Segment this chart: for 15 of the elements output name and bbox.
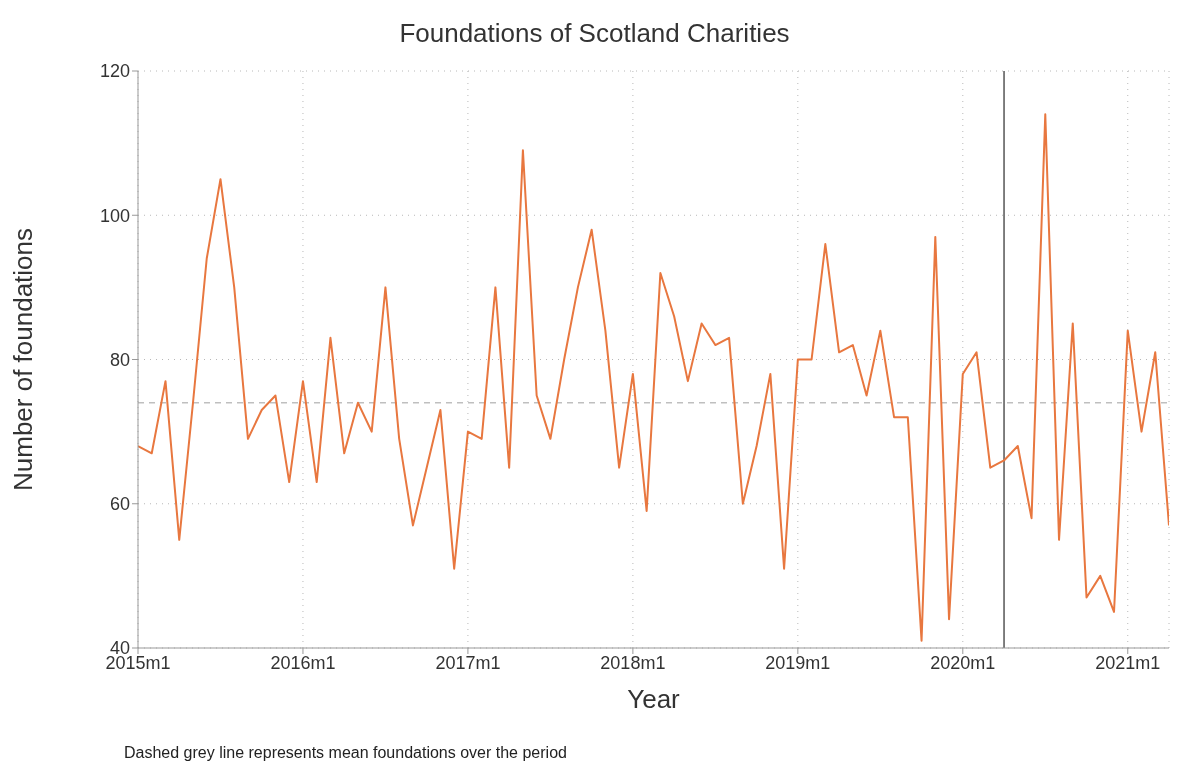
y-tick-label: 60: [109, 494, 130, 515]
text: Dashed grey line represents mean foundations over the period: [124, 744, 567, 762]
x-tick-label: 2016m1: [270, 652, 336, 673]
line-series: [138, 113, 1169, 642]
y-tick-label: 80: [109, 349, 130, 370]
y-tick-label: 100: [99, 205, 130, 226]
y-axis-title: Number of foundations: [8, 227, 39, 492]
chart-title: Foundations of Scotland Charities: [398, 18, 791, 49]
x-tick-label: 2017m1: [435, 652, 501, 673]
x-tick-label: 2018m1: [600, 652, 666, 673]
x-tick-label: 2020m1: [930, 652, 996, 673]
x-axis-title: Year: [627, 684, 681, 714]
x-tick-label: 2019m1: [765, 652, 831, 673]
x-tick-label: 2021m1: [1095, 652, 1161, 673]
y-tick-label: 120: [99, 61, 130, 82]
